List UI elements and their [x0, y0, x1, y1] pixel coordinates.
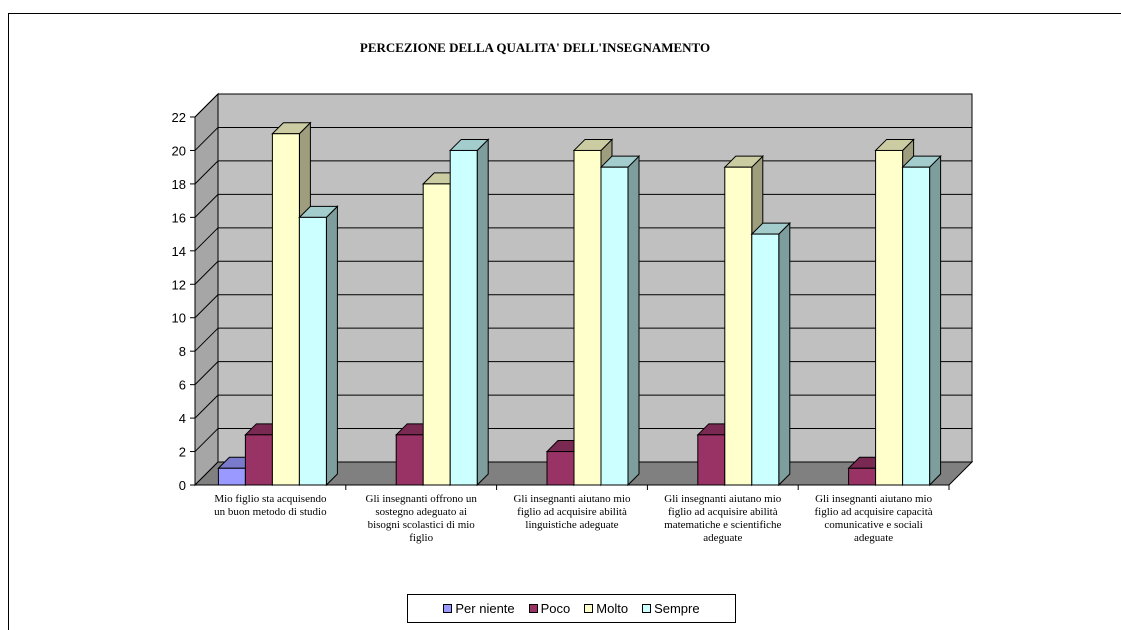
bar — [848, 467, 877, 486]
x-tick-label-line: figlio ad acquisire capacità — [814, 506, 933, 518]
gridline-side — [194, 260, 219, 285]
legend-label: Poco — [540, 601, 571, 616]
y-tick-label: 8 — [179, 344, 186, 359]
bar — [271, 133, 300, 486]
gridline-side — [194, 127, 219, 151]
legend: Per niente Poco Molto Sempre — [407, 594, 736, 623]
y-tick-label: 18 — [172, 177, 186, 192]
x-tick-label-line: sostegno adeguato ai — [375, 506, 468, 518]
gridline-side — [194, 227, 219, 252]
bar — [298, 216, 327, 486]
legend-item: Per niente — [443, 601, 515, 616]
legend-item: Molto — [584, 601, 628, 616]
bar-side — [325, 205, 338, 487]
x-tick-label: Mio figlio sta acquisendo un buon metodo … — [200, 493, 340, 519]
bar — [697, 434, 726, 486]
y-tick-label: 2 — [179, 445, 186, 460]
gridline-side — [194, 194, 219, 218]
bar-side — [627, 154, 640, 487]
bar — [422, 183, 451, 486]
legend-label: Per niente — [455, 601, 515, 616]
gridline-side — [194, 93, 219, 118]
y-tick-label: 20 — [172, 143, 186, 158]
bar — [395, 434, 424, 486]
gridline-side — [194, 361, 219, 385]
bar — [724, 166, 753, 486]
gridline-side — [194, 327, 219, 352]
y-tick-label: 22 — [172, 110, 186, 125]
x-tick-label-line: figlio ad acquisire abilità — [517, 506, 627, 518]
legend-swatch — [642, 604, 652, 613]
bar — [573, 149, 602, 486]
x-tick-label-line: Mio figlio sta acquisendo — [214, 493, 327, 505]
x-tick-label-line: Gli insegnanti aiutano mio — [815, 493, 933, 505]
x-tick-label-line: figlio ad acquisire abilità — [667, 506, 778, 518]
y-tick-label: 14 — [172, 244, 186, 259]
x-tick-label-line: adeguate — [854, 532, 894, 544]
chart-frame — [8, 13, 1121, 630]
y-tick-label: 10 — [172, 311, 186, 326]
bar — [546, 451, 575, 486]
x-tick-label: Gli insegnanti aiutano mio figlio ad acqu… — [502, 493, 642, 532]
x-tick-label-line: linguistiche adeguate — [525, 519, 619, 531]
x-tick-label: Gli insegnanti aiutano mio figlio ad acqu… — [804, 493, 944, 545]
y-tick-label: 6 — [179, 378, 186, 393]
legend-swatch — [443, 604, 453, 613]
x-tick-label-line: un buon metodo di studio — [214, 506, 327, 518]
x-tick-label-line: comunicative e sociali — [824, 519, 923, 531]
bar — [244, 434, 273, 486]
y-tick-label: 4 — [179, 411, 186, 426]
gridline-side — [194, 428, 219, 452]
legend-item: Sempre — [642, 601, 700, 616]
x-tick-label: Gli insegnanti aiutano mio figlio ad acqu… — [653, 493, 793, 545]
y-tick-label: 12 — [172, 277, 186, 292]
x-tick-label-line: Gli insegnanti aiutano mio — [513, 493, 631, 505]
legend-swatch — [584, 604, 594, 613]
x-tick-label-line: adeguate — [703, 532, 743, 544]
y-tick-label: 16 — [172, 210, 186, 225]
x-tick-label-line: matematiche e scientifiche — [664, 519, 782, 531]
gridline-side — [194, 294, 219, 319]
bar — [875, 149, 904, 486]
bar — [902, 166, 931, 486]
x-tick-label-line: Gli insegnanti offrono un — [365, 493, 477, 505]
bar-side — [476, 138, 489, 487]
x-tick-label-line: bisogni scolastici di mio — [367, 519, 475, 531]
bar — [600, 166, 629, 486]
x-tick-label: Gli insegnanti offrono un sostegno adegua… — [351, 493, 491, 545]
gridline-side — [194, 160, 219, 185]
legend-label: Sempre — [654, 601, 700, 616]
bar — [751, 233, 780, 486]
legend-label: Molto — [596, 601, 629, 616]
x-tick-label-line: figlio — [409, 532, 434, 544]
bar — [449, 149, 478, 486]
bar — [217, 467, 246, 486]
legend-swatch — [528, 604, 538, 613]
bar-side — [929, 154, 942, 487]
bar-side — [778, 221, 791, 487]
legend-item: Poco — [528, 601, 571, 616]
side-wall — [194, 92, 219, 487]
chart-title: PERCEZIONE DELLA QUALITA' DELL'INSEGNAME… — [359, 40, 711, 55]
gridline-side — [194, 394, 219, 419]
x-tick-label-line: Gli insegnanti aiutano mio — [664, 493, 782, 505]
y-tick-label: 0 — [179, 478, 186, 493]
